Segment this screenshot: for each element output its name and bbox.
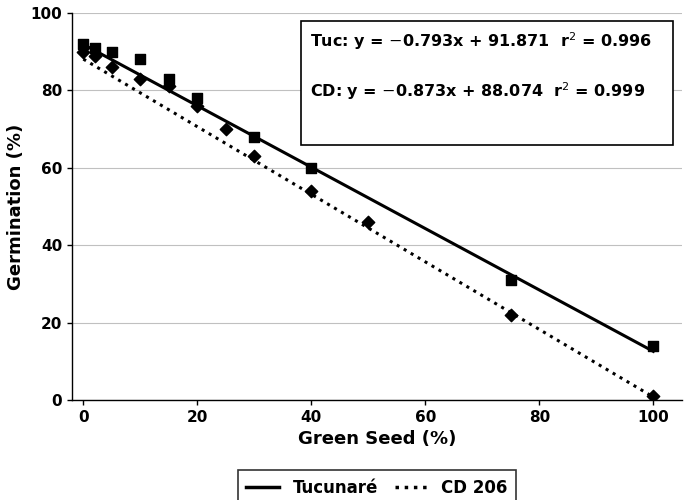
Y-axis label: Germination (%): Germination (%) [7,124,25,290]
Text: CD: y = $-$0.873x + 88.074  r$^2$ = 0.999: CD: y = $-$0.873x + 88.074 r$^2$ = 0.999 [310,80,645,102]
Point [248,152,260,160]
Point [192,102,203,110]
Point [78,40,89,48]
Point [78,48,89,56]
Point [89,52,100,60]
FancyBboxPatch shape [301,20,673,144]
Point [648,342,659,350]
Point [306,187,317,195]
Point [163,82,174,90]
Point [363,218,374,226]
Point [648,392,659,400]
Point [248,133,260,141]
Legend: Tucunaré, CD 206: Tucunaré, CD 206 [238,470,516,500]
Point [106,63,118,71]
Point [106,48,118,56]
Text: Tuc: y = $-$0.793x + 91.871  r$^2$ = 0.996: Tuc: y = $-$0.793x + 91.871 r$^2$ = 0.99… [310,30,652,52]
Point [220,125,232,133]
Point [135,56,146,64]
X-axis label: Green Seed (%): Green Seed (%) [298,430,456,448]
Point [306,164,317,172]
Point [135,74,146,82]
Point [505,311,517,319]
Point [505,276,517,284]
Point [192,94,203,102]
Point [89,44,100,52]
Point [163,74,174,82]
